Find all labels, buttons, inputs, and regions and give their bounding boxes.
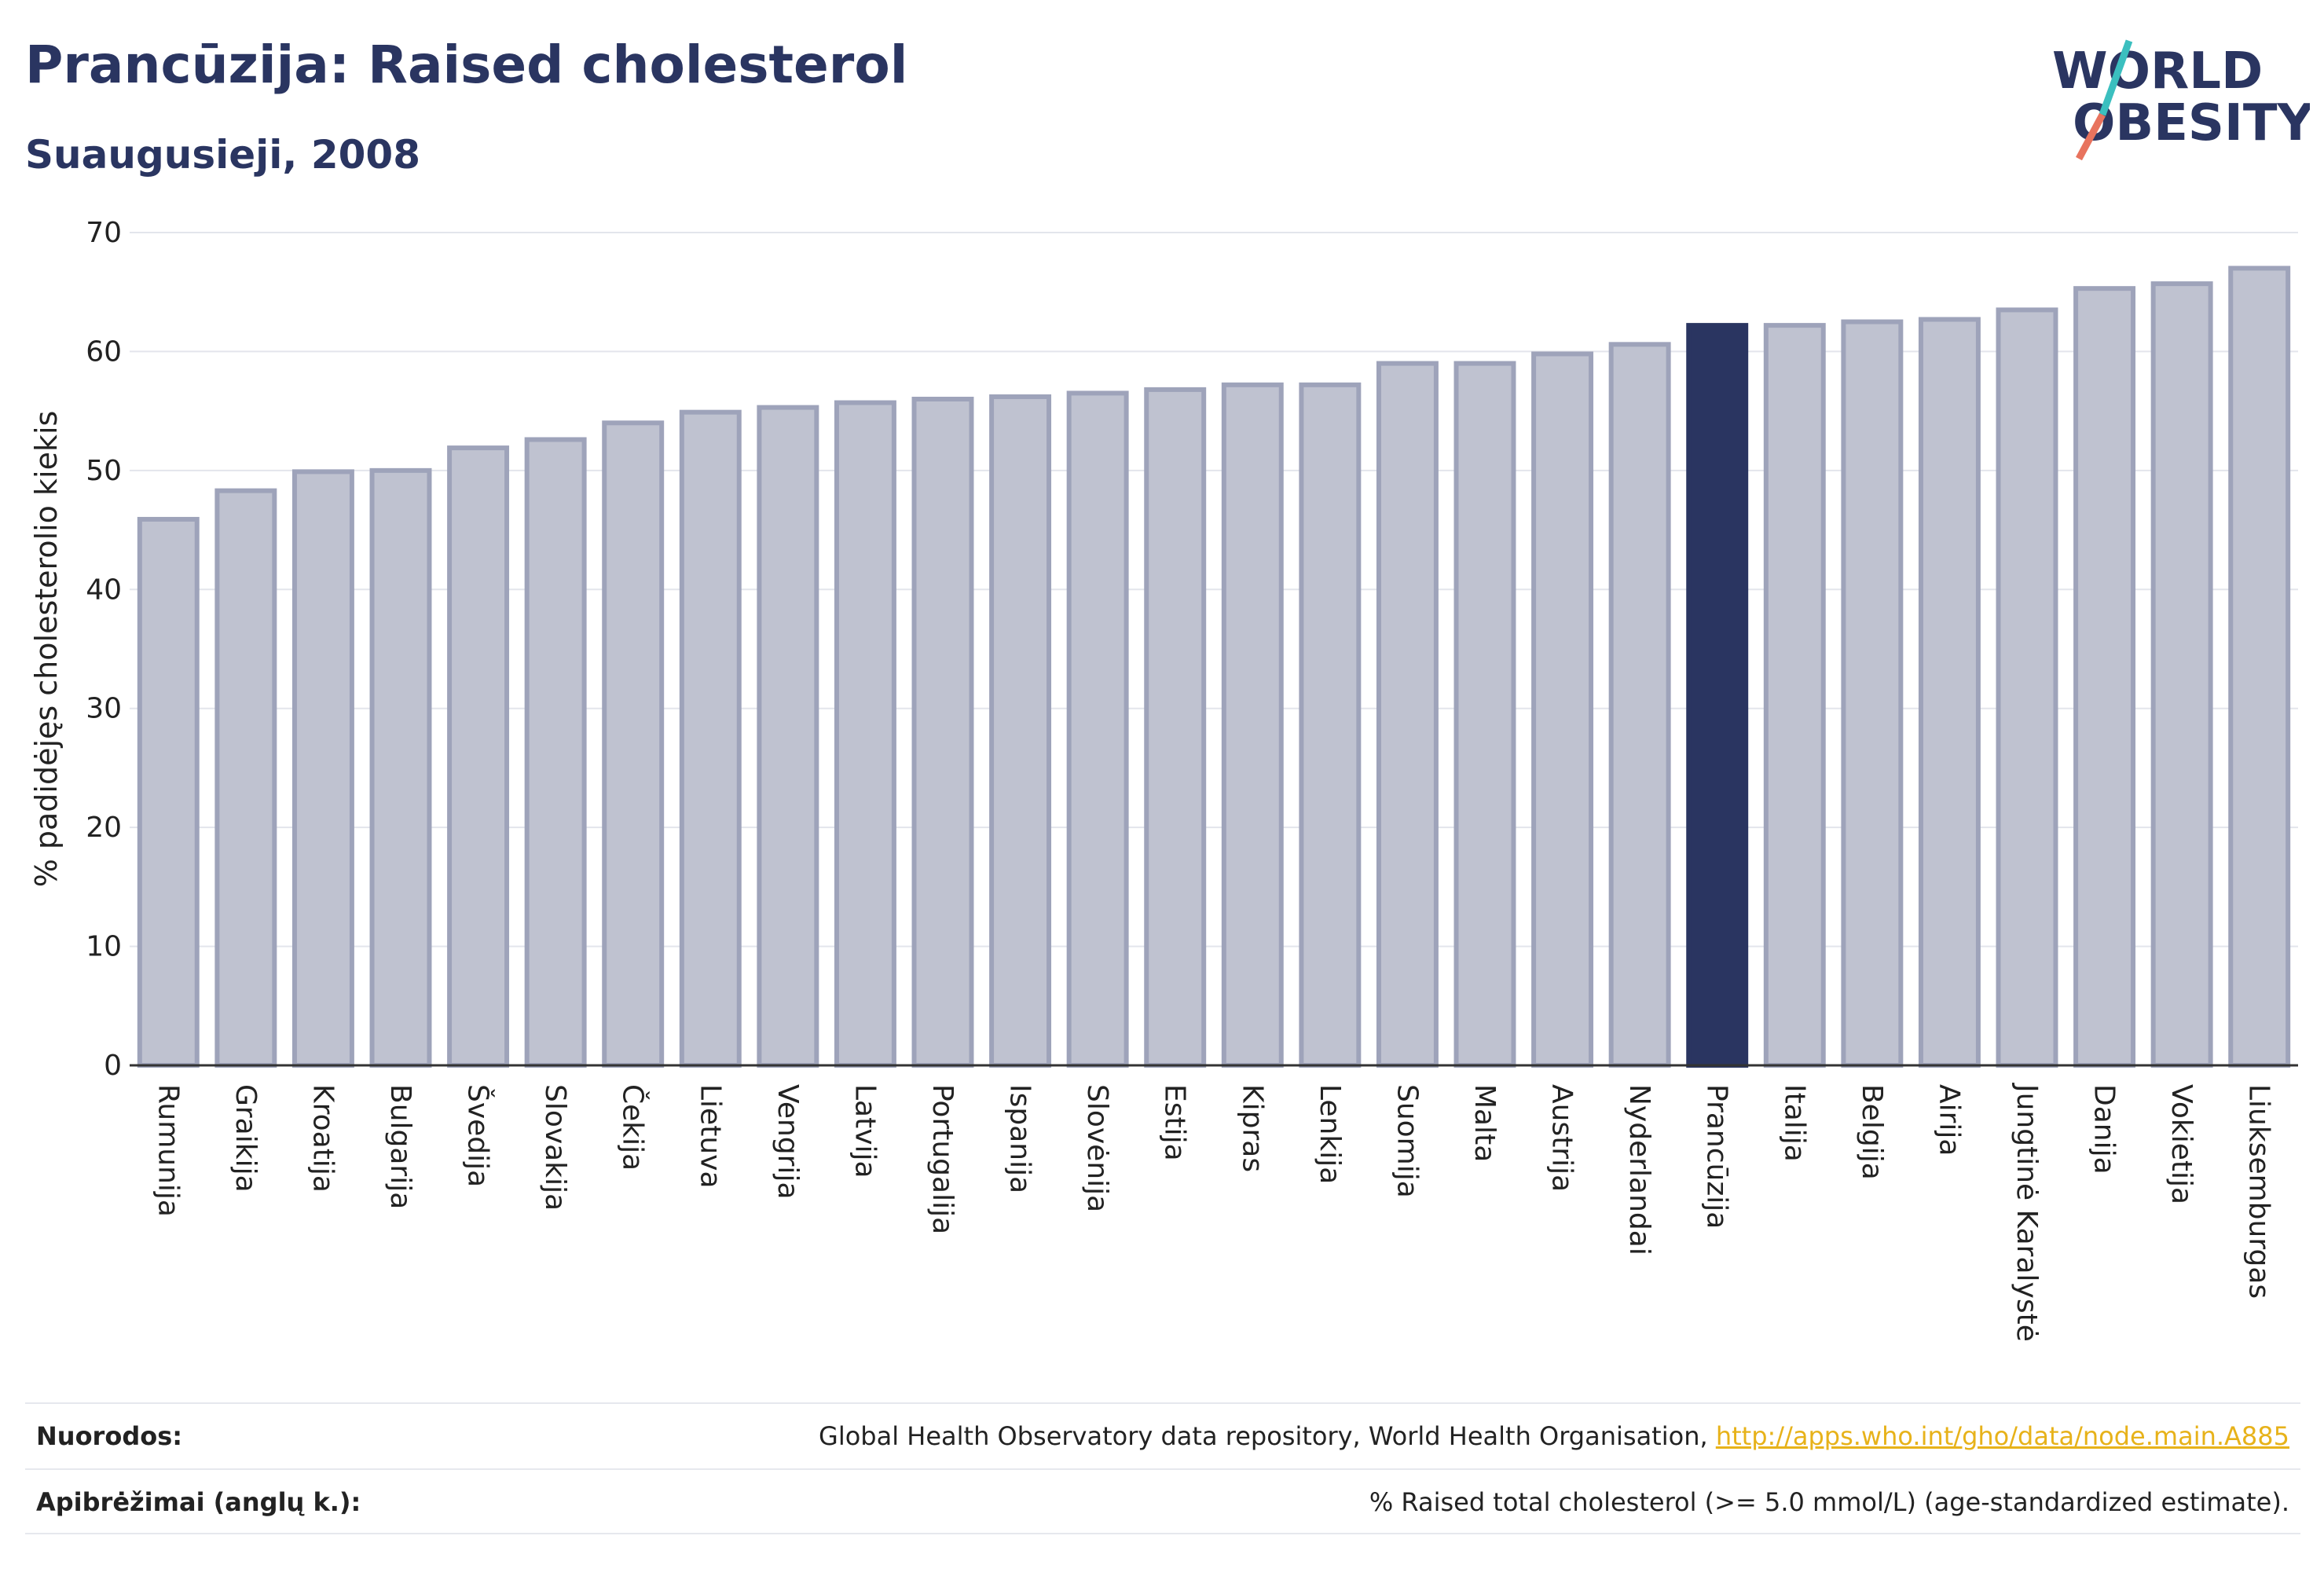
chart-title: Prancūzija: Raised cholesterol — [25, 35, 908, 95]
y-axis-label: % padidėjęs cholesterolio kiekis — [29, 411, 64, 888]
bar — [1376, 361, 1439, 1068]
bar — [214, 488, 277, 1068]
bar — [2228, 266, 2291, 1068]
bar — [1299, 382, 1362, 1068]
x-tick-label: Čekija — [617, 1084, 650, 1171]
bar — [1763, 323, 1826, 1068]
sources-label: Nuorodos: — [36, 1421, 183, 1451]
logo-slash-bottom — [2076, 112, 2106, 161]
x-tick-label: Lenkija — [1314, 1084, 1346, 1184]
bar — [524, 437, 587, 1068]
bar — [1686, 323, 1749, 1068]
x-tick-label: Ispanija — [1004, 1084, 1036, 1193]
x-tick-label: Latvija — [849, 1084, 881, 1178]
logo-line-1: WORLD — [2052, 42, 2263, 101]
y-tick-label: 10 — [86, 931, 122, 963]
bar — [1221, 382, 1284, 1068]
bar — [447, 445, 510, 1068]
bar — [2073, 286, 2136, 1068]
y-tick-label: 50 — [86, 455, 122, 487]
x-tick-label: Airija — [1933, 1084, 1965, 1156]
chart-subtitle: Suaugusieji, 2008 — [25, 132, 420, 178]
x-tick-label: Italija — [1778, 1084, 1810, 1162]
bar — [1066, 390, 1129, 1068]
sources-value: Global Health Observatory data repositor… — [819, 1421, 2289, 1451]
x-tick-label: Portugalija — [926, 1084, 959, 1234]
x-tick-label: Rumunija — [152, 1084, 184, 1217]
bar — [989, 394, 1052, 1068]
sources-link[interactable]: http://apps.who.int/gho/data/node.main.A… — [1715, 1421, 2289, 1451]
definitions-label: Apibrėžimai (anglų k.): — [36, 1487, 361, 1517]
x-tick-label: Suomija — [1391, 1084, 1423, 1198]
bar — [369, 467, 432, 1068]
x-tick-label: Graikija — [229, 1084, 262, 1193]
x-tick-label: Danija — [2088, 1084, 2121, 1175]
x-tick-label: Lietuva — [694, 1084, 726, 1189]
bar — [291, 469, 354, 1068]
bar — [1608, 342, 1671, 1068]
y-tick-label: 20 — [86, 812, 122, 844]
bar — [1996, 307, 2058, 1068]
bar — [602, 420, 665, 1068]
x-tick-label: Jungtinė Karalystė — [2011, 1083, 2043, 1342]
y-tick-label: 0 — [104, 1050, 122, 1082]
x-tick-label: Estija — [1159, 1084, 1191, 1161]
bar — [1918, 317, 1981, 1068]
x-tick-label: Slovėnija — [1081, 1084, 1113, 1212]
x-tick-label: Malta — [1468, 1084, 1501, 1162]
y-tick-label: 40 — [86, 574, 122, 606]
y-tick-label: 30 — [86, 693, 122, 725]
definitions-row: Apibrėžimai (anglų k.): % Raised total c… — [25, 1468, 2300, 1534]
x-tick-label: Prancūzija — [1701, 1084, 1733, 1229]
bar — [2150, 281, 2213, 1068]
bar — [834, 400, 896, 1068]
x-tick-label: Nyderlandai — [1623, 1084, 1655, 1255]
bar-chart: 0 10 20 30 40 50 60 70 % padidėjęs cholesterolio… — [29, 217, 2298, 1342]
bar — [1144, 387, 1207, 1068]
x-tick-label: Slovakija — [539, 1084, 571, 1211]
x-tick-label: Švedija — [462, 1084, 495, 1187]
bar — [757, 405, 819, 1068]
bar — [1531, 351, 1594, 1068]
x-tick-label: Belgija — [1856, 1084, 1888, 1180]
bar — [911, 397, 974, 1068]
y-tick-label: 70 — [86, 217, 122, 249]
sources-text: Global Health Observatory data repositor… — [819, 1421, 1716, 1451]
world-obesity-logo: WORLD OBESITY — [2051, 39, 2314, 165]
sources-row: Nuorodos: Global Health Observatory data… — [25, 1402, 2300, 1467]
x-tick-label: Austrija — [1546, 1084, 1578, 1192]
x-tick-label: Kipras — [1236, 1084, 1268, 1172]
x-tick-label: Liuksemburgas — [2243, 1084, 2275, 1299]
bar — [679, 409, 742, 1068]
logo-slash-top — [2099, 39, 2133, 116]
x-tick-label: Bulgarija — [384, 1084, 416, 1209]
bar — [1841, 319, 1904, 1068]
logo-line-2: OBESITY — [2073, 94, 2310, 152]
bar — [1453, 361, 1516, 1068]
x-tick-label: Vokietija — [2165, 1084, 2198, 1204]
x-tick-label: Kroatija — [306, 1084, 339, 1193]
y-tick-label: 60 — [86, 335, 122, 368]
x-tick-label: Vengrija — [772, 1084, 804, 1200]
bar — [137, 516, 200, 1068]
definitions-value: % Raised total cholesterol (>= 5.0 mmol/… — [1369, 1487, 2289, 1517]
